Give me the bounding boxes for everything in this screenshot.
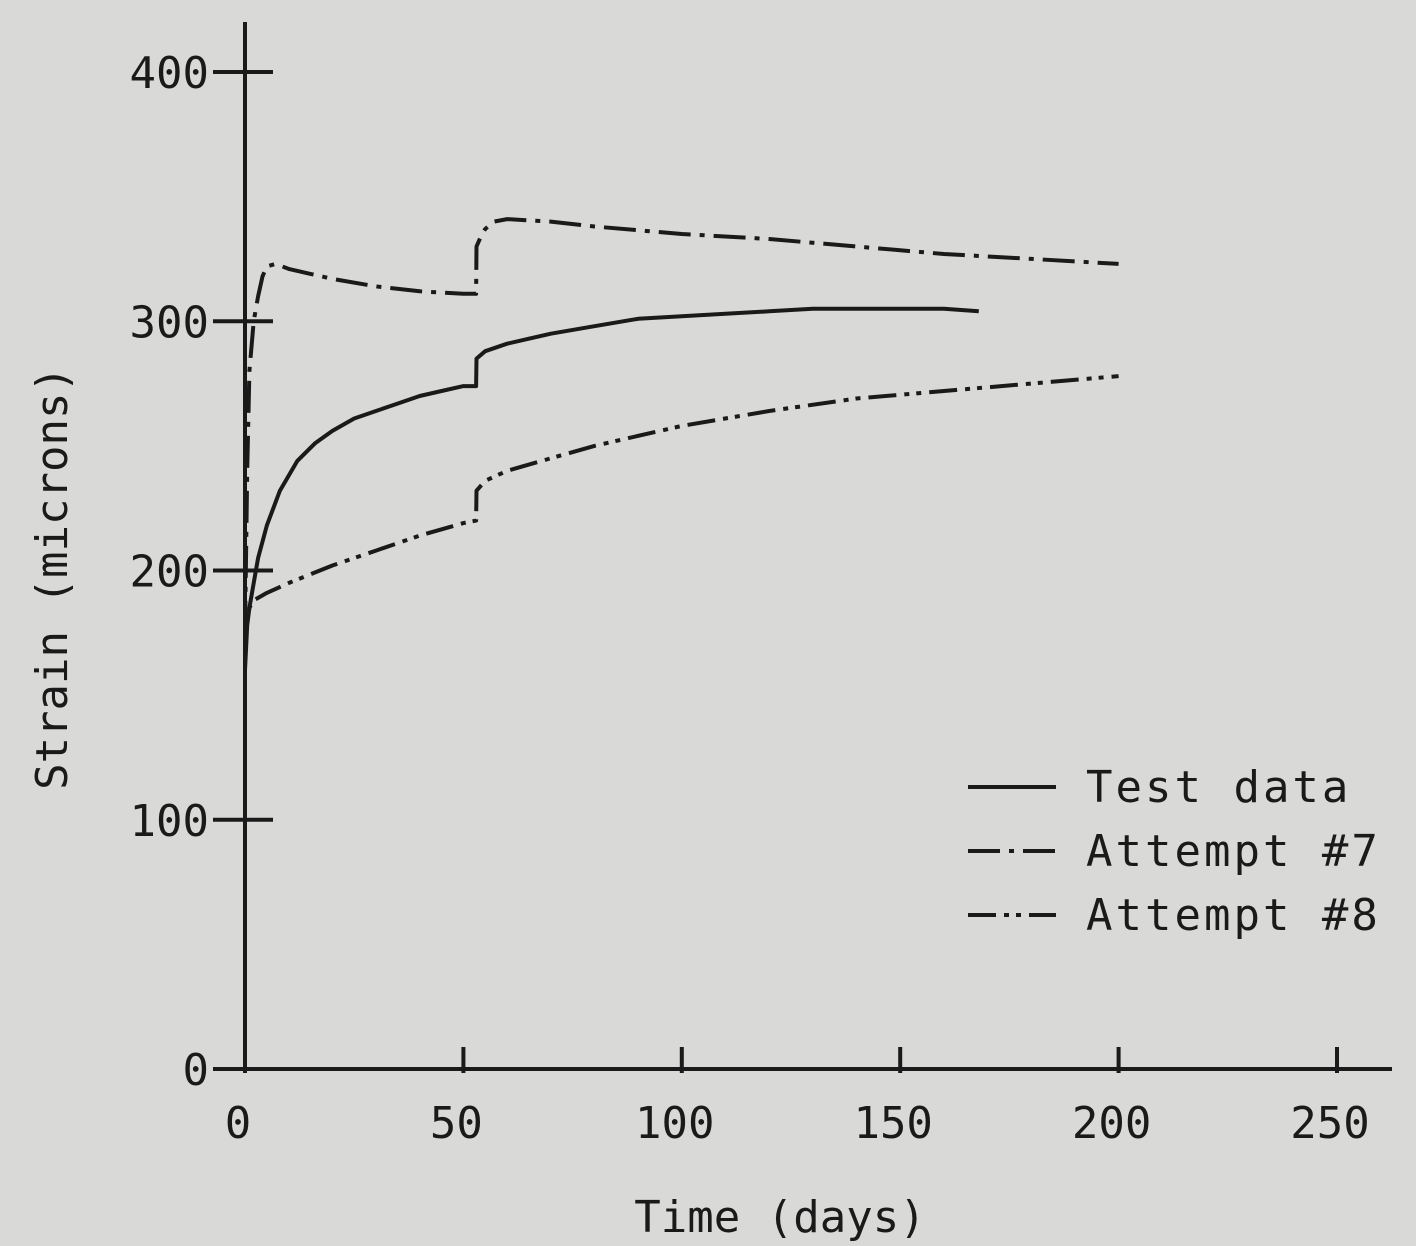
x-tick-label: 150 bbox=[853, 1098, 932, 1149]
y-tick-label: 200 bbox=[130, 547, 209, 598]
legend: Test data Attempt #7 Attempt #8 bbox=[968, 762, 1381, 941]
x-tick-label: 100 bbox=[635, 1098, 714, 1149]
y-tick-label: 100 bbox=[130, 796, 209, 847]
y-tick-label: 0 bbox=[183, 1045, 210, 1096]
y-axis-ticks: 0 100 200 300 400 bbox=[130, 48, 273, 1096]
legend-label-2: Attempt #7 bbox=[1086, 826, 1381, 877]
series-line-2 bbox=[243, 217, 1119, 633]
x-axis-title: Time (days) bbox=[634, 1192, 925, 1243]
x-axis-ticks: 0 50 100 150 200 250 bbox=[225, 1047, 1370, 1149]
axes bbox=[213, 22, 1392, 1071]
x-tick-label: 0 bbox=[225, 1098, 252, 1149]
x-tick-label: 50 bbox=[430, 1098, 483, 1149]
x-tick-label: 200 bbox=[1072, 1098, 1151, 1149]
series-line-1 bbox=[243, 306, 979, 671]
y-tick-label: 400 bbox=[130, 48, 209, 99]
series-lines bbox=[243, 217, 1119, 671]
legend-label-1: Test data bbox=[1086, 762, 1351, 813]
x-tick-label: 250 bbox=[1290, 1098, 1369, 1149]
y-axis-title: Strain (microns) bbox=[27, 366, 78, 790]
y-tick-label: 300 bbox=[130, 297, 209, 348]
series-line-3 bbox=[243, 374, 1119, 658]
legend-label-3: Attempt #8 bbox=[1086, 890, 1381, 941]
